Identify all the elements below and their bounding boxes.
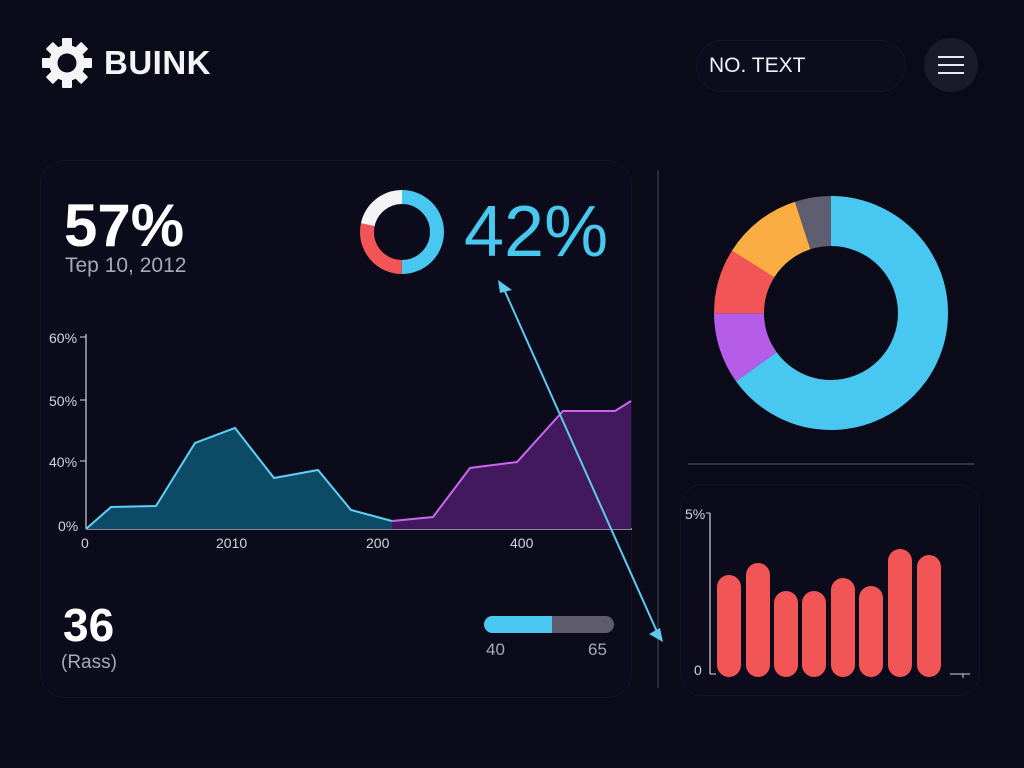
vertical-divider [657, 170, 659, 688]
x-tick-200: 200 [366, 535, 390, 551]
y-tick-40: 40% [49, 454, 78, 470]
progress-min-label: 40 [486, 640, 505, 659]
menu-button[interactable] [924, 38, 978, 92]
bar-y-tick-0: 0 [694, 662, 702, 678]
mini-donut-value: 42% [464, 192, 609, 272]
mini-donut-chart [360, 190, 444, 274]
brand-name: BUINK [104, 44, 211, 81]
hamburger-menu-icon [938, 56, 964, 74]
progress-max-label: 65 [588, 640, 607, 659]
x-tick-0: 0 [81, 535, 89, 551]
kpi-date: Tep 10, 2012 [65, 254, 187, 277]
progress-fill [484, 616, 552, 633]
header-text-field[interactable]: NO. TEXT [696, 40, 906, 92]
kpi-value: 57% [64, 192, 185, 259]
bar-chart [706, 512, 970, 678]
y-tick-60: 60% [49, 330, 78, 346]
bottom-label: (Rass) [61, 652, 117, 673]
progress-bar [484, 616, 614, 633]
header-pill-label: NO. TEXT [709, 54, 806, 77]
y-tick-50: 50% [49, 393, 78, 409]
area-chart [80, 334, 632, 530]
donut-chart [714, 196, 948, 430]
bottom-value: 36 [63, 599, 115, 651]
y-tick-0: 0% [58, 518, 79, 534]
brand-logo[interactable]: BUINK [40, 36, 211, 90]
x-tick-400: 400 [510, 535, 534, 551]
gear-icon [42, 38, 92, 88]
horizontal-divider [688, 463, 974, 465]
bar-y-tick-5: 5% [685, 506, 706, 522]
x-tick-2010: 2010 [216, 535, 248, 551]
